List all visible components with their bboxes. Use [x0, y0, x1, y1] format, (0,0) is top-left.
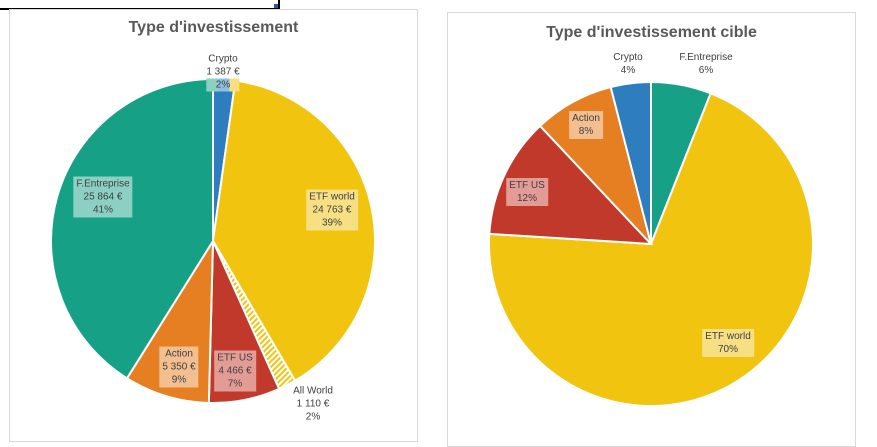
label-name: ETF world [705, 331, 751, 342]
chart-title: Type d'investissement cible [546, 24, 757, 41]
label-name: Crypto [613, 52, 643, 63]
label-percent: 8% [578, 126, 594, 137]
pie-slice-crypto[interactable] [609, 80, 652, 245]
label-value: 25 864 € [83, 191, 123, 203]
pie-slice-f-entreprise[interactable] [50, 77, 214, 380]
label-name: Action [165, 348, 193, 360]
label-etf-us[interactable]: ETF US 4 466 € 7% [214, 350, 256, 392]
label-value: 4 466 € [218, 365, 252, 377]
pie-slice-etf-world[interactable] [211, 79, 376, 383]
label-percent: 2% [305, 411, 321, 423]
label-name: Action [572, 113, 600, 124]
label-percent: 41% [92, 204, 114, 216]
label-crypto: Crypto 4% [610, 50, 645, 78]
chart-target-investments[interactable]: Type d'investissement cible F.Entreprise… [447, 12, 856, 447]
pie-slice-etf-world[interactable] [488, 92, 814, 407]
fill-handle[interactable] [274, 4, 278, 8]
label-percent: 4% [620, 65, 636, 76]
chart-current-investments[interactable]: Type d'investissement Crypto 1 387 € 2% … [9, 9, 418, 442]
label-percent: 2% [206, 78, 240, 92]
label-f-entreprise[interactable]: F.Entreprise 25 864 € 41% [73, 176, 133, 218]
label-percent: 9% [171, 374, 187, 386]
label-name: ETF US [217, 352, 253, 364]
label-value: 1 110 € [296, 398, 330, 410]
label-percent: 70% [717, 344, 738, 355]
label-percent: 12% [516, 193, 537, 204]
pie-svg [488, 80, 814, 407]
label-name: F.Entreprise [76, 178, 130, 190]
label-percent: 7% [227, 378, 243, 390]
pie-slice-etf-us[interactable] [488, 124, 654, 246]
label-value: 1 387 € [206, 66, 240, 78]
label-action[interactable]: Action 5 350 € 9% [159, 346, 199, 388]
label-etf-world[interactable]: ETF world 24 763 € 39% [306, 189, 358, 231]
label-etf-world[interactable]: ETF world 70% [702, 329, 754, 357]
label-action[interactable]: Action 8% [569, 111, 603, 139]
label-f-entreprise: F.Entreprise 6% [676, 50, 735, 78]
label-name: ETF world [309, 191, 355, 203]
label-name: All World [293, 385, 333, 397]
label-name: Crypto [208, 53, 238, 65]
label-percent: 39% [321, 217, 342, 229]
label-name: ETF US [509, 180, 545, 191]
label-value: 5 350 € [162, 361, 196, 373]
label-percent: 6% [698, 65, 714, 76]
label-etf-us[interactable]: ETF US 12% [506, 178, 548, 206]
label-crypto: Crypto 1 387 € 2% [203, 52, 242, 93]
chart-title: Type d'investissement [128, 19, 299, 36]
label-value: 24 763 € [312, 204, 352, 216]
label-name: F.Entreprise [679, 52, 733, 63]
label-all-world: All World 1 110 € 2% [290, 384, 336, 425]
